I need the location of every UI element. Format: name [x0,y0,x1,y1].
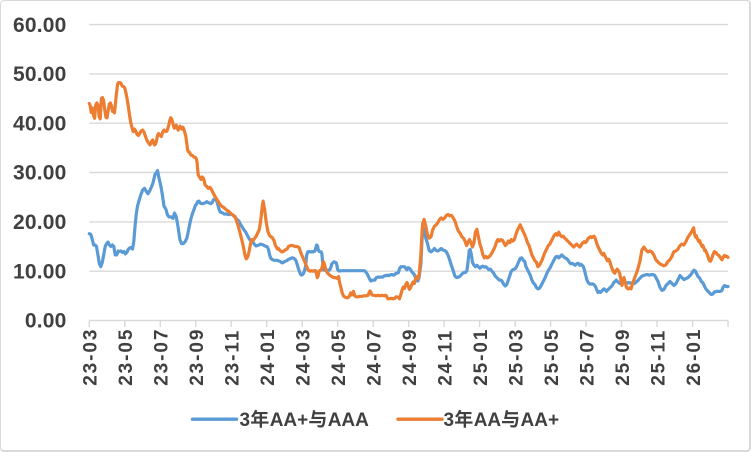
svg-text:24-03: 24-03 [294,328,315,386]
svg-text:25-01: 25-01 [471,328,492,386]
svg-text:23-05: 23-05 [116,328,137,386]
svg-text:AA+: AA+ [521,410,560,431]
svg-text:24-01: 24-01 [258,328,279,386]
svg-text:0.00: 0.00 [25,310,67,333]
svg-text:25-11: 25-11 [648,329,669,386]
svg-text:20.00: 20.00 [13,211,67,234]
svg-text:26-01: 26-01 [684,328,705,386]
svg-text:AA: AA [474,410,502,431]
svg-text:23-11: 23-11 [223,329,244,386]
svg-text:23-09: 23-09 [187,328,208,386]
svg-text:25-05: 25-05 [542,328,563,386]
svg-text:24-05: 24-05 [329,328,350,386]
svg-text:25-09: 25-09 [613,328,634,386]
svg-text:24-09: 24-09 [400,328,421,386]
svg-text:24-07: 24-07 [365,328,386,386]
svg-text:AAA: AAA [328,410,369,431]
svg-text:23-03: 23-03 [81,328,102,386]
svg-text:3: 3 [240,410,251,431]
svg-text:3: 3 [444,410,455,431]
svg-text:40.00: 40.00 [13,112,67,135]
svg-text:24-11: 24-11 [436,329,457,386]
svg-text:10.00: 10.00 [13,260,67,283]
svg-text:23-07: 23-07 [152,328,173,386]
svg-text:60.00: 60.00 [13,14,67,37]
svg-text:25-07: 25-07 [578,328,599,386]
svg-text:30.00: 30.00 [13,162,67,185]
svg-text:AA+: AA+ [270,410,309,431]
svg-text:50.00: 50.00 [13,63,67,86]
svg-text:25-03: 25-03 [507,328,528,386]
